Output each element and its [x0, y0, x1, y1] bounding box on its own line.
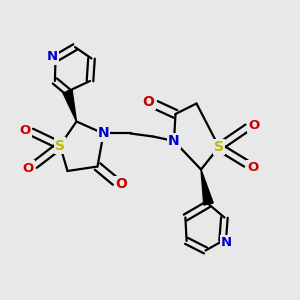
- Text: S: S: [55, 139, 65, 152]
- Text: N: N: [98, 127, 109, 140]
- Text: N: N: [47, 50, 58, 64]
- Text: N: N: [168, 134, 180, 148]
- Text: O: O: [22, 161, 34, 175]
- Text: O: O: [19, 124, 31, 137]
- Text: S: S: [214, 140, 224, 154]
- Text: O: O: [142, 95, 154, 109]
- Text: O: O: [116, 178, 128, 191]
- Text: N: N: [220, 236, 232, 249]
- Text: O: O: [248, 118, 260, 132]
- Polygon shape: [201, 169, 213, 205]
- Polygon shape: [63, 90, 76, 122]
- Text: O: O: [247, 160, 258, 174]
